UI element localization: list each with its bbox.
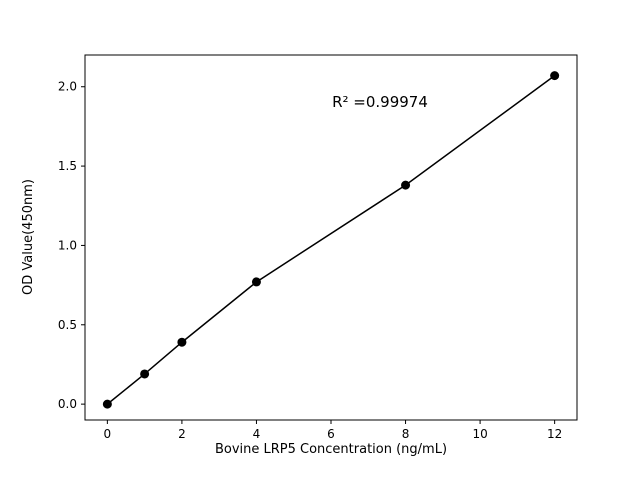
data-point-marker	[177, 337, 187, 347]
x-tick-label: 4	[253, 427, 261, 441]
data-point-marker	[251, 277, 261, 287]
data-point-marker	[401, 180, 411, 190]
x-tick-label: 0	[104, 427, 112, 441]
y-tick-label: 1.0	[58, 238, 77, 252]
data-point-marker	[102, 399, 112, 409]
x-tick-label: 10	[472, 427, 487, 441]
x-tick-label: 12	[547, 427, 562, 441]
r-squared-annotation: R² =0.99974	[332, 93, 428, 111]
x-tick-label: 6	[327, 427, 335, 441]
y-axis-label: OD Value(450nm)	[21, 179, 36, 295]
data-point-marker	[140, 369, 150, 379]
y-tick-label: 0.0	[58, 397, 77, 411]
data-point-marker	[550, 71, 560, 81]
plot-area-border	[84, 54, 578, 421]
chart-series-layer: 0 2 4 6 8 10 12 0.0 0.5 1.0 1.5 2.0	[58, 71, 562, 441]
y-tick-label: 0.5	[58, 318, 77, 332]
x-axis-label: Bovine LRP5 Concentration (ng/mL)	[215, 442, 447, 457]
y-tick-label: 2.0	[58, 80, 77, 94]
fit-line	[106, 75, 556, 405]
y-tick-label: 1.5	[58, 159, 77, 173]
x-tick-label: 2	[178, 427, 186, 441]
x-tick-label: 8	[402, 427, 410, 441]
